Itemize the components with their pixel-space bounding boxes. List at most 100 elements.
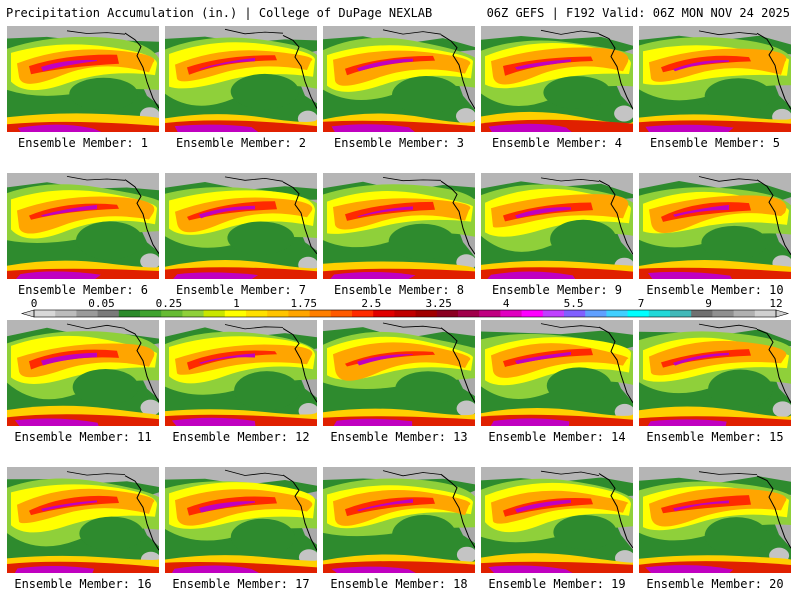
- colorbar-swatch: [34, 310, 56, 317]
- precip-map-image: [323, 320, 475, 426]
- ensemble-map-panel: [481, 173, 633, 279]
- colorbar-swatch: [182, 310, 204, 317]
- precip-map-image: [323, 467, 475, 573]
- colorbar-swatch: [415, 310, 438, 317]
- header-run-info: 06Z GEFS | F192 Valid: 06Z MON NOV 24 20…: [486, 6, 790, 20]
- colorbar-swatch: [76, 310, 98, 317]
- ensemble-map-panel: [639, 173, 791, 279]
- ensemble-map-panel: [639, 467, 791, 573]
- colorbar-swatch: [712, 310, 734, 317]
- precip-map-image: [7, 320, 159, 426]
- ensemble-member-label: Ensemble Member: 3: [333, 136, 465, 150]
- ensemble-member-label: Ensemble Member: 16: [14, 577, 152, 591]
- ensemble-member-label: Ensemble Member: 8: [333, 283, 465, 297]
- ensemble-member-label: Ensemble Member: 6: [17, 283, 149, 297]
- ensemble-map-panel: [481, 26, 633, 132]
- colorbar-tick-label: 3.25: [425, 297, 452, 310]
- ensemble-map-panel: [7, 26, 159, 132]
- colorbar-swatch: [564, 310, 586, 317]
- colorbar-max-arrow: [775, 309, 790, 318]
- colorbar-swatch: [203, 310, 226, 317]
- colorbar-swatch: [267, 310, 289, 317]
- ensemble-member-label: Ensemble Member: 5: [649, 136, 781, 150]
- colorbar-swatch: [224, 310, 247, 317]
- colorbar-swatch: [140, 310, 162, 317]
- ensemble-member-label: Ensemble Member: 7: [175, 283, 307, 297]
- ensemble-map-panel: [639, 320, 791, 426]
- colorbar-swatch: [691, 310, 713, 317]
- precipitation-colorbar: 0 0.05 0.25 1 1.75 2.5 3.25 4 5.5 7 9 12: [20, 297, 790, 318]
- colorbar-swatch: [330, 310, 353, 317]
- header-title: Precipitation Accumulation (in.) | Colle…: [6, 6, 433, 20]
- ensemble-map-panel: [323, 26, 475, 132]
- colorbar-swatch: [309, 310, 332, 317]
- precip-map-image: [165, 467, 317, 573]
- precip-map-image: [165, 320, 317, 426]
- ensemble-map-panel: [165, 26, 317, 132]
- colorbar-swatch: [436, 310, 459, 317]
- colorbar-swatch: [161, 310, 183, 317]
- ensemble-map-panel: [7, 173, 159, 279]
- precip-map-image: [639, 26, 791, 132]
- colorbar-swatch: [648, 310, 671, 317]
- ensemble-member-label: Ensemble Member: 17: [172, 577, 310, 591]
- colorbar-tick-label: 12: [769, 297, 782, 310]
- ensemble-member-label: Ensemble Member: 15: [646, 430, 784, 444]
- colorbar-tick-label: 1: [233, 297, 240, 310]
- colorbar-swatch: [288, 310, 310, 317]
- ensemble-member-label: Ensemble Member: 18: [330, 577, 468, 591]
- precip-map-image: [323, 26, 475, 132]
- colorbar-tick-label: 9: [705, 297, 712, 310]
- ensemble-map-panel: [7, 320, 159, 426]
- colorbar-swatch: [754, 310, 777, 317]
- colorbar-swatch: [373, 310, 395, 317]
- colorbar-tick-label: 2.5: [361, 297, 381, 310]
- ensemble-member-label: Ensemble Member: 14: [488, 430, 626, 444]
- colorbar-swatch: [458, 310, 480, 317]
- colorbar-swatch: [733, 310, 756, 317]
- colorbar-swatch: [521, 310, 544, 317]
- colorbar-tick-label: 0: [31, 297, 38, 310]
- colorbar-swatch: [118, 310, 141, 317]
- colorbar-swatch: [500, 310, 522, 317]
- precip-map-image: [7, 26, 159, 132]
- ensemble-map-panel: [323, 467, 475, 573]
- colorbar-swatch: [394, 310, 416, 317]
- precip-map-image: [165, 26, 317, 132]
- ensemble-member-label: Ensemble Member: 4: [491, 136, 623, 150]
- ensemble-map-panel: [7, 467, 159, 573]
- colorbar-min-arrow: [20, 309, 35, 318]
- colorbar-swatch: [246, 310, 268, 317]
- colorbar-swatch: [585, 310, 607, 317]
- ensemble-member-label: Ensemble Member: 20: [646, 577, 784, 591]
- colorbar-tick-label: 5.5: [564, 297, 584, 310]
- precip-map-image: [481, 467, 633, 573]
- ensemble-member-label: Ensemble Member: 9: [491, 283, 623, 297]
- colorbar-tick-label: 7: [638, 297, 645, 310]
- colorbar-swatch: [542, 310, 565, 317]
- colorbar-swatch: [627, 310, 650, 317]
- colorbar-swatch: [606, 310, 628, 317]
- ensemble-member-label: Ensemble Member: 2: [175, 136, 307, 150]
- colorbar-tick-label: 0.05: [88, 297, 115, 310]
- ensemble-map-panel: [165, 467, 317, 573]
- colorbar-swatch: [55, 310, 77, 317]
- colorbar-swatch: [670, 310, 692, 317]
- ensemble-map-panel: [481, 467, 633, 573]
- precip-map-image: [323, 173, 475, 279]
- precip-map-image: [7, 467, 159, 573]
- ensemble-map-panel: [481, 320, 633, 426]
- colorbar-swatch: [97, 310, 120, 317]
- ensemble-member-label: Ensemble Member: 12: [172, 430, 310, 444]
- precip-map-image: [639, 320, 791, 426]
- colorbar-swatch: [479, 310, 501, 317]
- ensemble-member-label: Ensemble Member: 1: [17, 136, 149, 150]
- precip-map-image: [481, 320, 633, 426]
- precip-map-image: [481, 26, 633, 132]
- ensemble-member-label: Ensemble Member: 10: [646, 283, 784, 297]
- colorbar-tick-label: 4: [503, 297, 510, 310]
- ensemble-map-panel: [639, 26, 791, 132]
- ensemble-map-panel: [323, 320, 475, 426]
- precip-map-image: [165, 173, 317, 279]
- ensemble-map-panel: [165, 320, 317, 426]
